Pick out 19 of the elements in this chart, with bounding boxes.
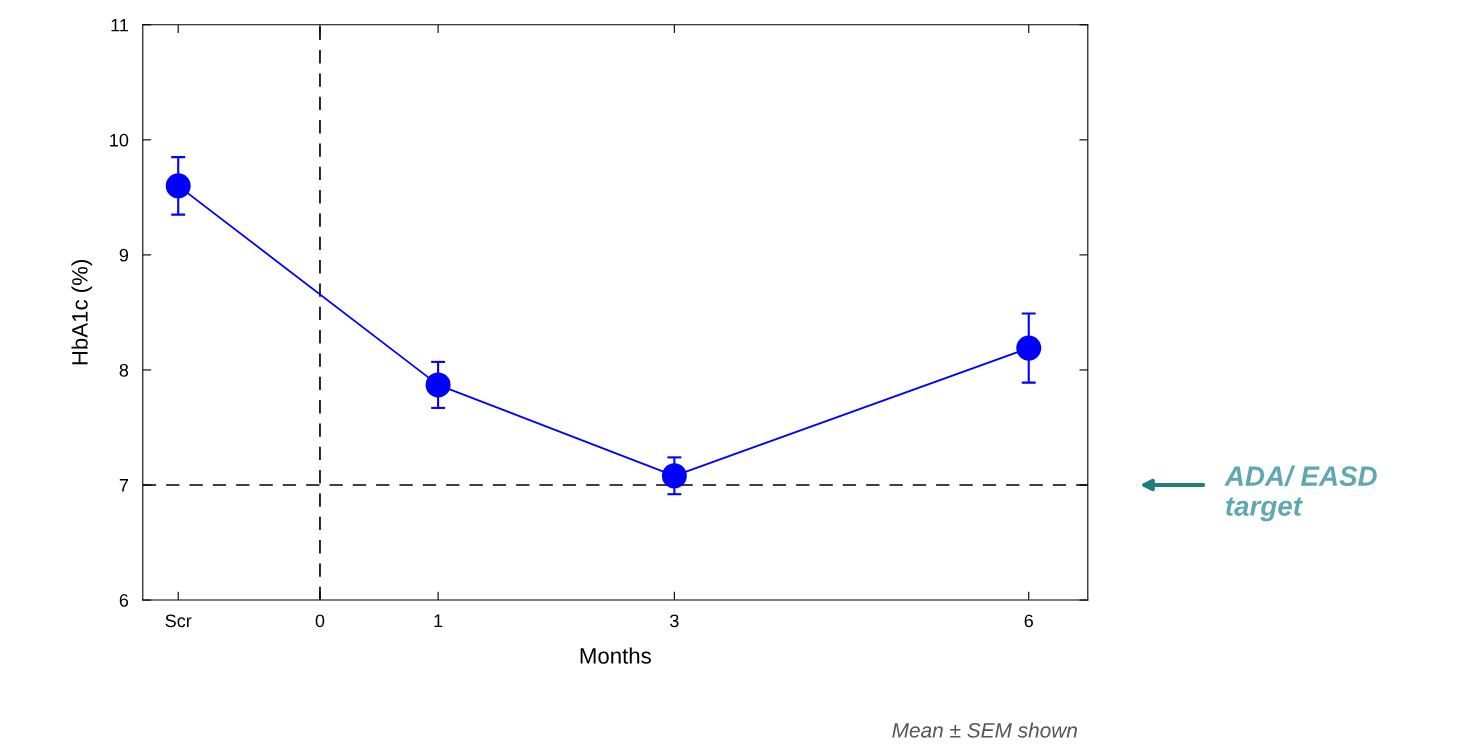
x-tick-label: 0 (315, 614, 325, 628)
y-tick-label: 6 (119, 593, 129, 607)
point (661, 463, 687, 489)
y-tick-label: 9 (119, 248, 129, 262)
point (425, 372, 451, 398)
point (165, 173, 191, 199)
x-tick-label: 6 (1024, 614, 1033, 628)
x-axis-title: Months (580, 647, 651, 664)
x-tick-label: Scr (165, 614, 192, 628)
y-tick-label: 10 (110, 133, 129, 147)
x-tick-label: 1 (434, 614, 443, 628)
y-tick-label: 11 (111, 18, 129, 32)
y-tick-label: 8 (119, 363, 129, 377)
text: ADA/ EASD target (1224, 465, 1377, 522)
text: Mean ± SEM shown (892, 722, 1077, 738)
point (1016, 335, 1042, 361)
y-axis-title: HbA1c (%) (71, 260, 93, 365)
y-tick-label: 7 (119, 479, 128, 492)
x-tick-label: 3 (670, 614, 679, 628)
